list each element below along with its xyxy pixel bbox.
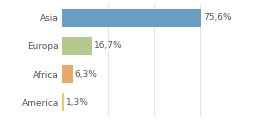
Text: 6,3%: 6,3% bbox=[75, 70, 98, 79]
Text: 16,7%: 16,7% bbox=[94, 41, 123, 50]
Text: 1,3%: 1,3% bbox=[66, 98, 88, 107]
Bar bbox=[62, 93, 64, 111]
Text: 75,6%: 75,6% bbox=[203, 13, 231, 22]
Bar bbox=[62, 37, 92, 55]
Bar bbox=[62, 65, 73, 83]
Bar bbox=[62, 9, 201, 27]
